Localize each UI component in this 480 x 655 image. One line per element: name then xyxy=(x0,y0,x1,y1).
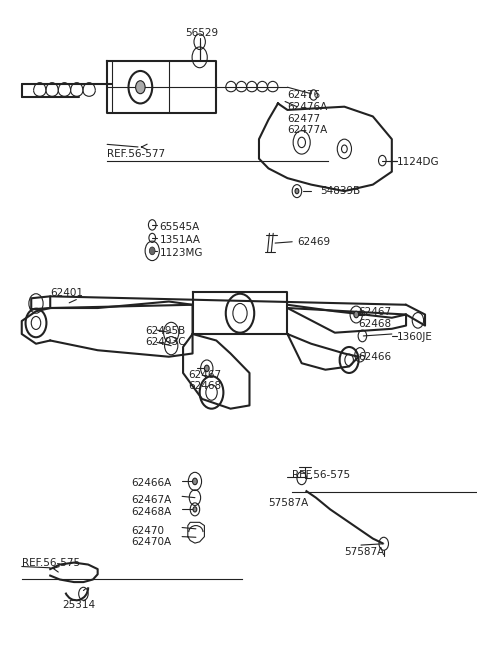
Text: 62476
62476A
62477
62477A: 62476 62476A 62477 62477A xyxy=(288,90,328,135)
Circle shape xyxy=(149,247,155,255)
Text: 62469: 62469 xyxy=(297,236,330,247)
Circle shape xyxy=(136,81,145,94)
Text: 62495B: 62495B xyxy=(145,326,185,336)
Text: REF.56-575: REF.56-575 xyxy=(22,558,80,568)
Text: 54839B: 54839B xyxy=(321,186,361,196)
Text: 1360JE: 1360JE xyxy=(396,332,432,343)
Circle shape xyxy=(193,507,197,512)
Circle shape xyxy=(354,311,359,318)
Text: 62467
62468: 62467 62468 xyxy=(359,307,392,329)
Text: 62470
62470A: 62470 62470A xyxy=(131,525,171,547)
Text: 1123MG: 1123MG xyxy=(159,248,203,258)
Text: 62467
62468: 62467 62468 xyxy=(188,369,221,391)
Circle shape xyxy=(204,365,209,371)
Text: 65545A: 65545A xyxy=(159,222,200,232)
Text: 25314: 25314 xyxy=(62,600,95,610)
Text: REF.56-577: REF.56-577 xyxy=(107,149,165,159)
Text: 57587A: 57587A xyxy=(344,546,384,557)
Text: 57587A: 57587A xyxy=(268,498,309,508)
Text: 56529: 56529 xyxy=(185,29,218,39)
Circle shape xyxy=(295,189,299,194)
Text: 62467A
62468A: 62467A 62468A xyxy=(131,495,171,517)
Text: 1351AA: 1351AA xyxy=(159,235,200,245)
Text: 62401: 62401 xyxy=(50,288,83,298)
Text: 62466: 62466 xyxy=(359,352,392,362)
Text: 62466A: 62466A xyxy=(131,478,171,489)
Text: 62493C: 62493C xyxy=(145,337,186,347)
Text: REF.56-575: REF.56-575 xyxy=(292,470,350,480)
Circle shape xyxy=(192,478,197,485)
Text: 1124DG: 1124DG xyxy=(396,157,439,167)
